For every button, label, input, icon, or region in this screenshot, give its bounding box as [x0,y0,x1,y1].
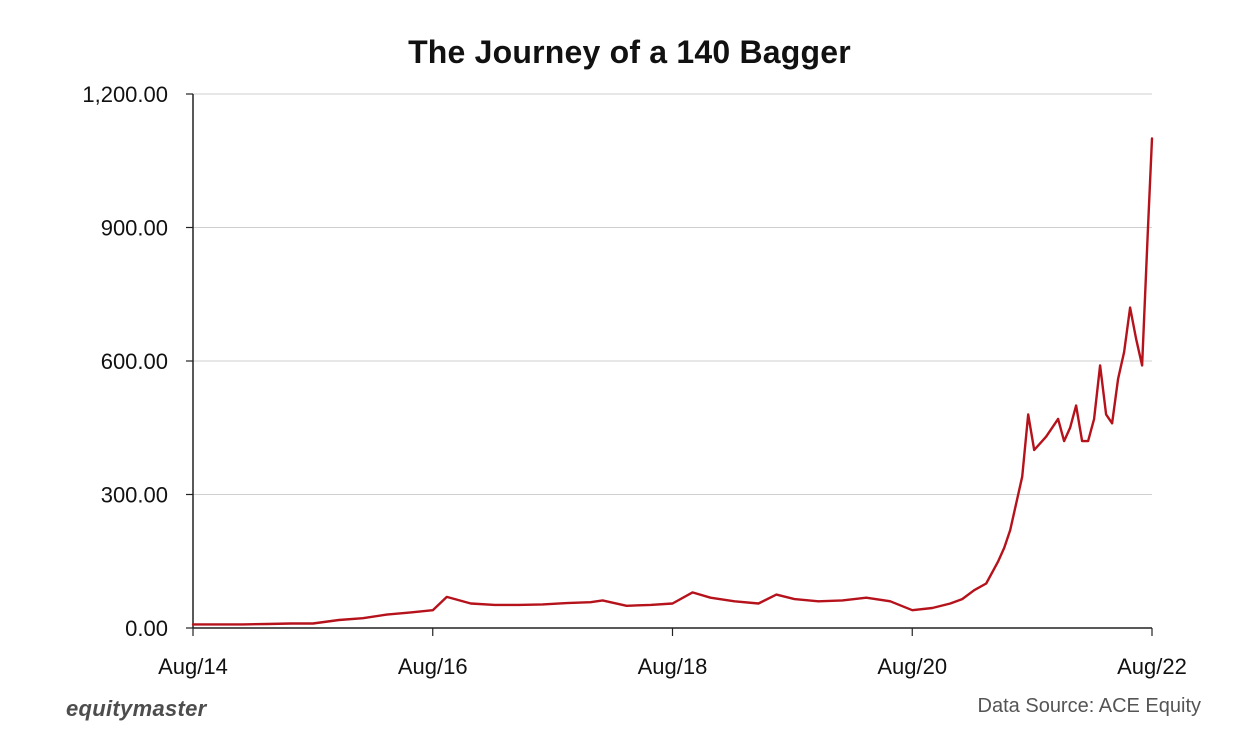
data-point [671,602,674,605]
x-tick-label: Aug/18 [638,654,708,679]
x-tick-label: Aug/16 [398,654,468,679]
data-point [1141,364,1143,367]
data-point [337,619,340,621]
data-point [1009,529,1012,531]
x-tick-label: Aug/14 [158,654,228,679]
data-point [431,609,434,612]
data-point [1093,417,1096,420]
data-point [1081,440,1084,442]
data-point [793,598,796,600]
data-point [589,601,592,604]
data-point [1129,306,1131,309]
data-point [1099,364,1101,367]
data-point [565,602,568,604]
data-point [192,623,194,626]
data-point [817,600,820,603]
data-point [841,599,844,602]
data-point [361,617,364,620]
data-point [541,603,544,606]
data-point [311,622,314,625]
data-point [911,609,914,612]
data-point [1033,449,1036,451]
data-point [1027,413,1030,416]
series-layer [191,137,1154,626]
data-point [985,582,988,585]
data-point [757,602,760,605]
data-point [1151,137,1153,140]
data-point [949,602,952,605]
y-tick-label: 1,200.00 [82,82,168,107]
x-tick-label: Aug/22 [1117,654,1187,679]
data-point [1105,413,1107,416]
data-point [445,595,448,598]
data-point [733,600,736,603]
y-tick-label: 900.00 [101,216,168,241]
y-tick-label: 300.00 [101,483,168,508]
data-point [973,589,976,592]
data-point [266,623,268,625]
data-point [889,600,892,603]
data-point [775,593,778,596]
data-point [931,607,934,609]
data-point [1135,337,1137,340]
data-point [493,603,496,606]
data-point [691,591,694,594]
data-point [1075,404,1078,407]
brand-logo-text: equitymaster [66,696,207,721]
data-point [961,598,964,600]
data-point [709,596,712,599]
data-point [1147,226,1149,229]
data-point [409,611,412,614]
data-point [1057,417,1060,420]
data-point [517,603,520,606]
data-point [1087,440,1090,442]
y-axis-tick-labels: 0.00 300.00 600.00 900.00 1,200.00 [82,82,168,641]
data-point [625,604,628,607]
y-tick-label: 0.00 [125,616,168,641]
y-tick-label: 600.00 [101,349,168,374]
series-line [191,137,1154,626]
data-point [242,623,244,626]
data-point [290,622,292,625]
data-point [1021,475,1024,478]
data-point [385,613,388,616]
axes [186,93,1153,636]
x-axis-tick-labels: Aug/14 Aug/16 Aug/18 Aug/20 Aug/22 [158,654,1187,679]
data-source-note: Data Source: ACE Equity [977,695,1201,717]
data-point [997,560,1000,563]
data-point [469,602,472,605]
data-point [1069,426,1072,429]
data-point [1063,440,1066,442]
data-point [1003,547,1006,549]
data-point [649,603,652,606]
data-point [1111,422,1113,425]
chart-title: The Journey of a 140 Bagger [408,34,851,70]
x-tick-label: Aug/20 [877,654,947,679]
data-point [1123,351,1125,353]
data-point [218,623,220,626]
data-point [1117,377,1119,380]
data-point [1045,435,1048,438]
data-point [601,599,604,602]
data-point [865,596,868,599]
gridlines [193,93,1152,495]
